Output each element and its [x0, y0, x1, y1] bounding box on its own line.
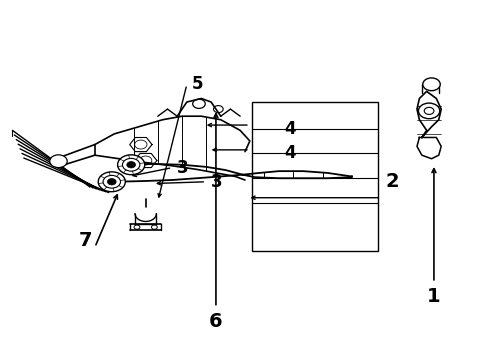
Text: 4: 4: [284, 144, 295, 162]
Text: 4: 4: [284, 120, 295, 138]
Circle shape: [127, 162, 136, 168]
Circle shape: [418, 103, 440, 119]
Circle shape: [118, 155, 145, 175]
Text: 2: 2: [386, 172, 399, 191]
Circle shape: [423, 78, 440, 91]
Text: 3: 3: [211, 173, 223, 191]
Circle shape: [50, 155, 67, 168]
Circle shape: [107, 179, 116, 185]
Text: 6: 6: [209, 312, 223, 331]
Bar: [252, 102, 378, 251]
Circle shape: [98, 172, 125, 192]
Text: 3: 3: [177, 159, 189, 177]
Text: 7: 7: [78, 231, 92, 250]
Text: 1: 1: [427, 288, 441, 306]
Text: 5: 5: [192, 75, 203, 93]
